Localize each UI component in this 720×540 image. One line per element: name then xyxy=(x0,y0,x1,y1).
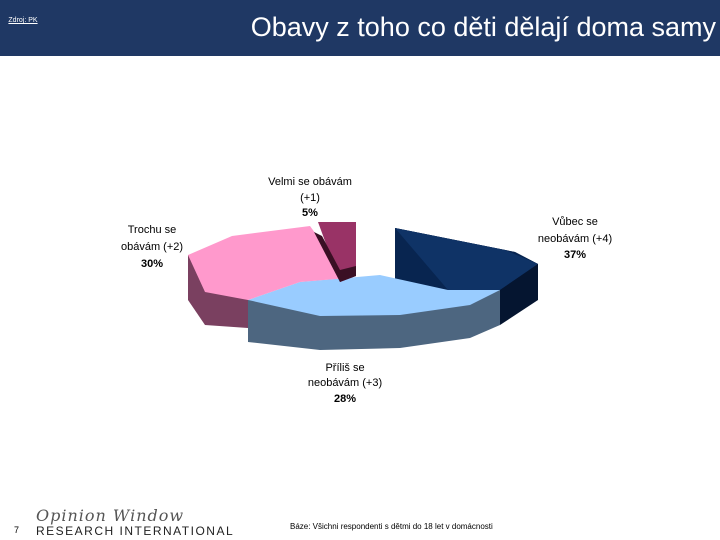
slice-label-velmi-1: Velmi se obávám xyxy=(268,176,352,188)
header-bar: Zdroj: PK Obavy z toho co děti dělají do… xyxy=(0,0,720,56)
pie-chart: Velmi se obávám (+1) 5% Trochu se obávám… xyxy=(121,176,612,405)
slice-label-vubec-1: Vůbec se xyxy=(552,216,598,228)
logo-line1: Opinion Window xyxy=(36,506,185,525)
slice-value-vubec: 37% xyxy=(564,249,586,261)
page-title: Obavy z toho co děti dělají doma samy xyxy=(250,12,716,42)
slice-value-trochu: 30% xyxy=(141,258,163,270)
slice-label-vubec-2: neobávám (+4) xyxy=(538,233,612,245)
slice-label-trochu-1: Trochu se xyxy=(128,224,177,236)
footer: 7 Opinion Window RESEARCH INTERNATIONAL … xyxy=(0,500,720,540)
slice-value-velmi: 5% xyxy=(302,207,318,219)
slice-label-prilis-2: neobávám (+3) xyxy=(308,377,382,389)
pie-slice-prilis[interactable] xyxy=(248,275,500,316)
page-number: 7 xyxy=(14,525,20,535)
pie-slice-trochu[interactable] xyxy=(188,226,348,300)
pie-slice-velmi-side xyxy=(314,232,356,282)
slice-value-prilis: 28% xyxy=(334,393,356,405)
slice-label-prilis-1: Příliš se xyxy=(325,362,364,374)
pie-slice-velmi[interactable] xyxy=(318,222,356,282)
slice-label-velmi-2: (+1) xyxy=(300,192,320,204)
logo-line2: RESEARCH INTERNATIONAL xyxy=(36,524,235,538)
source-link[interactable]: Zdroj: PK xyxy=(8,17,38,24)
pie-slice-vubec[interactable] xyxy=(395,228,538,290)
slice-label-trochu-2: obávám (+2) xyxy=(121,241,183,253)
base-note: Báze: Všichni respondenti s dětmi do 18 … xyxy=(290,522,493,531)
pie-slice-vubec-edge xyxy=(500,264,538,325)
